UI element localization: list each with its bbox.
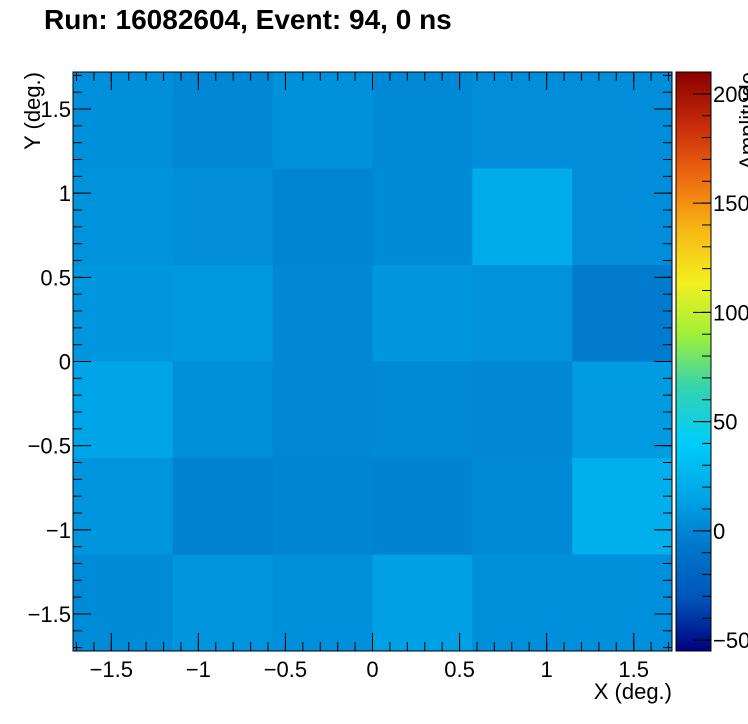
y-tick-label: −1.5 xyxy=(28,602,71,627)
heatmap-cell xyxy=(472,265,573,362)
heatmap-cell xyxy=(572,457,673,556)
heatmap-cell xyxy=(172,265,274,362)
heatmap-cell xyxy=(372,72,473,169)
y-tick-label: 0 xyxy=(59,350,71,375)
heatmap-cell xyxy=(272,361,373,459)
colorbar-tick-label: 50 xyxy=(713,410,737,435)
y-axis: −1.5 −1 −0.5 0 0.5 1 1.5 xyxy=(28,74,672,649)
x-tick-label: 0 xyxy=(366,657,378,682)
x-tick-label: −0.5 xyxy=(264,657,307,682)
heatmap-cell xyxy=(572,361,673,459)
colorbar xyxy=(675,71,712,652)
heatmap-cell xyxy=(472,457,573,556)
heatmap-cell xyxy=(172,72,274,169)
colorbar-tick-label: 0 xyxy=(713,519,725,544)
heatmap-cell xyxy=(172,554,274,652)
heatmap-cell xyxy=(572,265,673,362)
heatmap-cell xyxy=(272,265,373,362)
heatmap-cell xyxy=(472,361,573,459)
heatmap-cell xyxy=(372,168,473,266)
heatmap-cell xyxy=(572,72,673,169)
heatmap-cell xyxy=(472,554,573,652)
heatmap-cell xyxy=(372,361,473,459)
heatmap-cell xyxy=(73,72,174,169)
heatmap-cell xyxy=(472,168,573,266)
x-tick-label: 1 xyxy=(541,657,553,682)
colorbar-tick-label: −50 xyxy=(713,628,748,653)
x-tick-label: 0.5 xyxy=(444,657,475,682)
y-tick-label: 0.5 xyxy=(40,265,71,290)
heatmap-cell xyxy=(272,554,373,652)
colorbar-tick-label: 100 xyxy=(713,300,748,325)
chart-title: Run: 16082604, Event: 94, 0 ns xyxy=(44,4,452,35)
heatmap-cell xyxy=(73,168,174,266)
y-tick-label: −0.5 xyxy=(28,434,71,459)
heatmap-cell xyxy=(372,554,473,652)
heatmap-cell xyxy=(472,72,573,169)
x-axis: −1.5 −1 −0.5 0 0.5 1 1.5 xyxy=(75,72,670,682)
heatmap-cell xyxy=(73,554,174,652)
heatmap-cell xyxy=(172,168,274,266)
heatmap-cell xyxy=(572,554,673,652)
y-axis-label: Y (deg.) xyxy=(20,72,45,150)
y-tick-label: 1.5 xyxy=(40,97,71,122)
heatmap-cell xyxy=(73,457,174,556)
heatmap-cell xyxy=(73,361,174,459)
colorbar-label: Amplitude xyxy=(735,72,748,170)
y-tick-label: 1 xyxy=(59,181,71,206)
heatmap-cell xyxy=(272,72,373,169)
heatmap-cell xyxy=(172,361,274,459)
heatmap-cell xyxy=(372,457,473,556)
heatmap-cells xyxy=(73,72,673,652)
heatmap-cell xyxy=(572,168,673,266)
heatmap-cell xyxy=(172,457,274,556)
heatmap-cell xyxy=(73,265,174,362)
y-tick-label: −1 xyxy=(46,518,71,543)
colorbar-axis: −50 0 50 100 150 200 xyxy=(693,71,748,653)
heatmap-cell xyxy=(272,457,373,556)
x-tick-label: 1.5 xyxy=(618,657,649,682)
x-tick-label: −1 xyxy=(186,657,211,682)
colorbar-tick-label: 200 xyxy=(713,82,748,107)
x-tick-label: −1.5 xyxy=(90,657,133,682)
heatmap-cell xyxy=(272,168,373,266)
x-axis-label: X (deg.) xyxy=(594,679,672,704)
heatmap-cell xyxy=(372,265,473,362)
colorbar-tick-label: 150 xyxy=(713,191,748,216)
